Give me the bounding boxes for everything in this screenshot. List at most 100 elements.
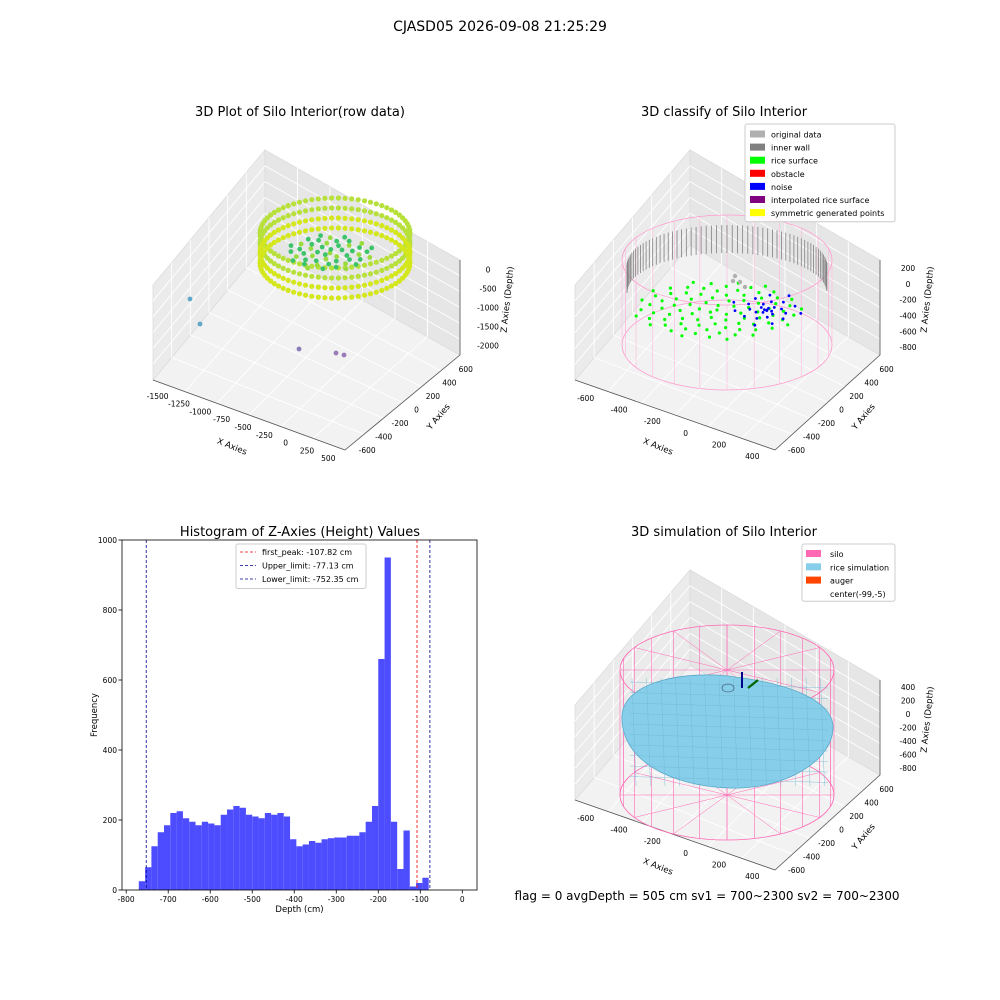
p2-x-tick: 200	[712, 441, 727, 450]
p1-point	[296, 199, 303, 205]
p2-rice-point	[668, 286, 673, 290]
hist-x-tick: -500	[244, 895, 261, 904]
p1-point	[308, 246, 314, 252]
p1-outlier-point	[296, 346, 302, 352]
p2-original-point	[732, 273, 738, 279]
p1-point	[384, 225, 390, 231]
p2-rice-point	[799, 307, 804, 311]
hist-bar	[208, 823, 215, 890]
hist-bar	[138, 881, 146, 890]
p1-point	[364, 249, 370, 255]
p2-rice-point	[739, 311, 743, 315]
p1-point	[271, 271, 277, 277]
p4-z-tick: -800	[899, 764, 916, 773]
p1-point	[271, 219, 277, 225]
p1-point	[285, 257, 291, 263]
p4-rice-surface	[621, 674, 834, 789]
p1-point	[291, 269, 297, 275]
p1-point	[349, 294, 355, 300]
p2-legend-label: inner wall	[771, 144, 810, 153]
hist-bar	[252, 816, 259, 890]
p4-z-tick: 0	[906, 710, 911, 719]
p1-point	[296, 209, 303, 215]
p1-point	[302, 292, 309, 298]
p1-point	[367, 261, 374, 267]
p2-noise-point	[743, 314, 746, 318]
p4-legend-label: auger	[830, 577, 854, 586]
hist-bar	[164, 825, 171, 890]
p4-y-tick: 0	[839, 826, 844, 835]
p2-y-tick: 200	[849, 392, 864, 401]
p2-rice-point	[724, 293, 729, 297]
p4-rice-mesh-line	[791, 677, 796, 787]
p1-point	[384, 215, 390, 221]
p1-point	[280, 275, 286, 281]
p2-rice-point	[697, 323, 701, 327]
p1-point	[309, 241, 315, 247]
p2-noise-point	[754, 310, 758, 314]
p4-legend-label: rice simulation	[830, 563, 889, 572]
p1-point	[315, 284, 321, 290]
p1-point	[396, 278, 402, 284]
p4-z-tick: 200	[901, 696, 916, 705]
p1-y-axis-line	[344, 354, 461, 451]
p2-x-axis-line	[574, 379, 776, 451]
p1-point	[322, 295, 328, 301]
p4-x-tick: -400	[610, 826, 627, 835]
hist-bar	[170, 813, 177, 890]
p1-outlier-point	[197, 321, 203, 327]
p2-rice-point	[754, 328, 758, 332]
p1-point	[302, 261, 307, 267]
hist-bar	[353, 835, 360, 890]
p1-point	[305, 236, 311, 242]
p1-point	[373, 279, 379, 285]
p1-point	[329, 295, 335, 301]
p4-rice-mesh-line	[629, 776, 829, 783]
hist-bar	[157, 832, 165, 890]
p4-y-tick: -600	[788, 866, 805, 875]
p2-legend-swatch	[750, 169, 765, 177]
p2-rice-point	[715, 308, 719, 312]
p1-point	[349, 216, 355, 222]
p2-rice-point	[647, 316, 652, 321]
p4-y-tick: 400	[864, 798, 879, 807]
p2-rice-point	[680, 316, 685, 321]
p1-point	[271, 261, 277, 267]
p1-outlier-point	[333, 350, 339, 356]
p1-point	[339, 247, 345, 253]
p1-point	[285, 223, 291, 229]
p2-rice-point	[767, 321, 771, 325]
hist-bar	[239, 807, 246, 890]
p4-silo-floor-spoke	[634, 794, 728, 818]
hist-legend-label: Upper_limit: -77.13 cm	[262, 562, 354, 571]
p1-point	[342, 234, 348, 240]
p1-point	[314, 262, 320, 268]
p2-rice-point	[653, 294, 658, 298]
p4-silo-floor-spoke	[726, 794, 820, 818]
hist-bar	[403, 830, 410, 890]
p1-y-tick: 600	[459, 365, 474, 374]
p1-point	[384, 255, 390, 261]
p1-point	[323, 256, 329, 262]
p1-point	[280, 205, 286, 211]
p1-x-tick: -500	[234, 423, 251, 432]
p2-x-tick: -600	[577, 394, 594, 403]
hist-y-label: Frequency	[90, 693, 100, 737]
hist-bar	[189, 821, 196, 890]
hist-bar	[340, 837, 347, 890]
p4-mesh-dimple	[721, 683, 735, 693]
p1-point	[393, 209, 399, 215]
hist-bar	[227, 809, 234, 890]
p1-point	[396, 268, 402, 274]
p2-rice-point	[709, 315, 713, 320]
p2-z-label: Z Axies (Depth)	[920, 266, 937, 333]
p1-point	[379, 267, 385, 273]
hist-bar	[296, 846, 303, 890]
p2-legend-swatch	[750, 130, 765, 138]
p4-grid-line	[689, 585, 881, 697]
hist-x-label: Depth (cm)	[275, 905, 323, 915]
p2-rice-point	[724, 312, 729, 316]
p1-point	[302, 198, 309, 204]
hist-y-tick: 200	[103, 816, 118, 825]
